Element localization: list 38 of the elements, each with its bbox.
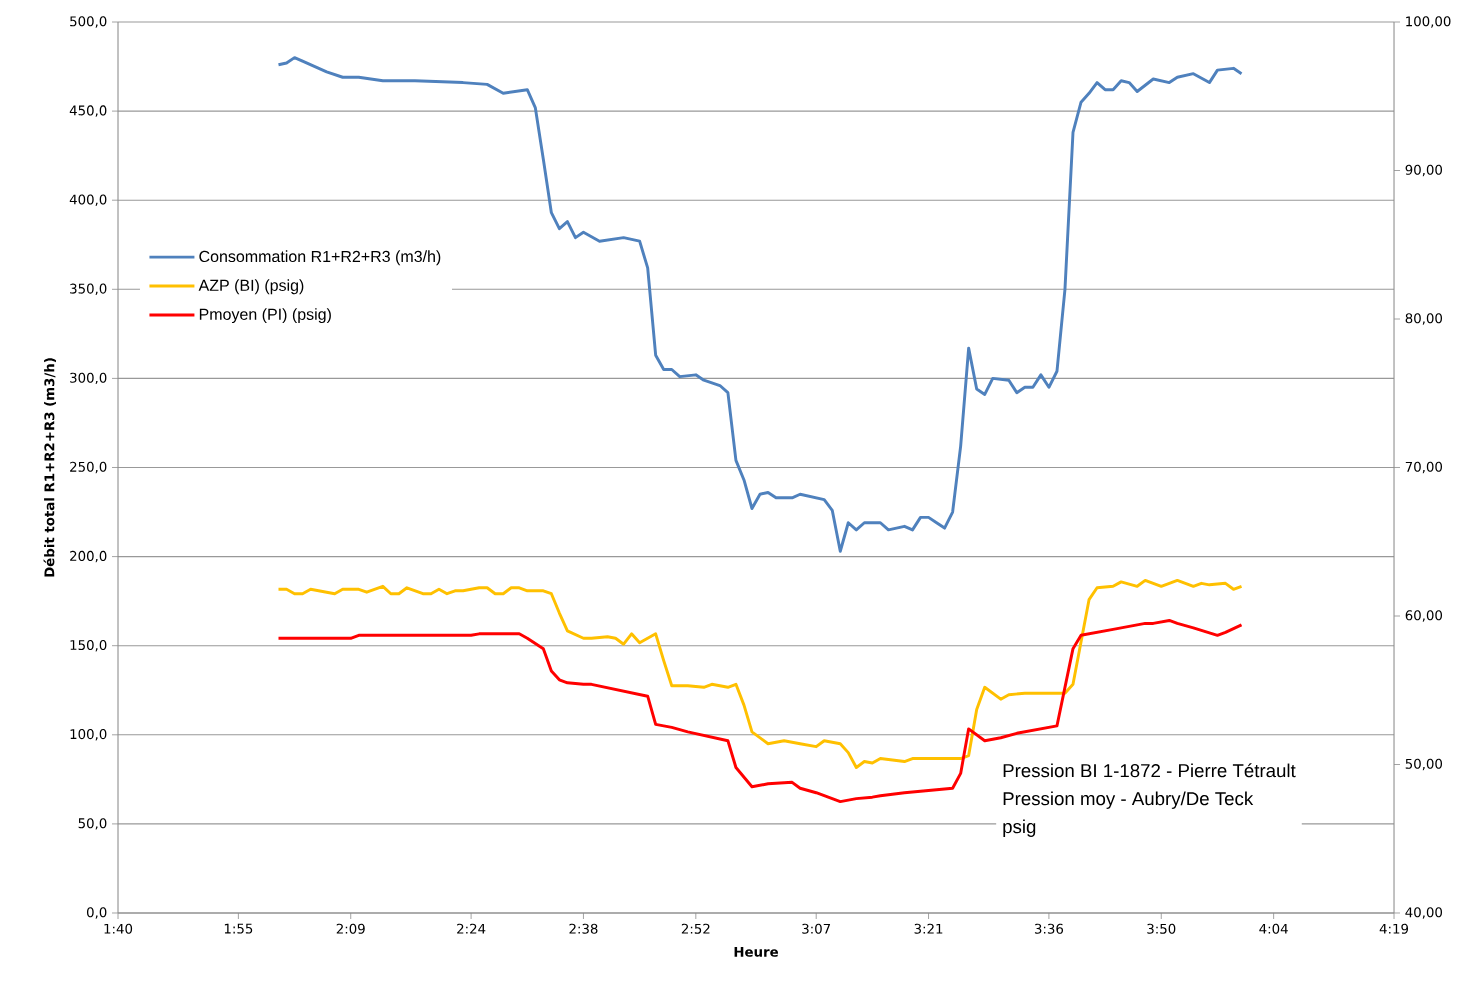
legend-label: Pmoyen (PI) (psig) (199, 308, 331, 324)
legend-label: AZP (BI) (psig) (198, 279, 304, 295)
y2-tick-label: 80,00 (1405, 313, 1443, 325)
y-tick-label: 350,0 (70, 283, 107, 296)
x-tick-label: 2:24 (457, 923, 486, 934)
x-tick-label: 4:19 (1379, 923, 1409, 934)
x-tick-label: 2:09 (336, 923, 365, 934)
y2-tick-label: 100,00 (1406, 16, 1451, 28)
y-tick-label: 500,0 (70, 16, 107, 28)
annotation: psig (1003, 819, 1036, 837)
x-tick-label: 1:55 (224, 923, 253, 934)
y2-tick-label: 60,00 (1405, 610, 1443, 622)
y-tick-label: 50,0 (78, 818, 107, 830)
x-tick-label: 3:50 (1147, 923, 1176, 934)
y-tick-label: 100,0 (70, 729, 107, 741)
y-tick-label: 450,0 (69, 105, 107, 117)
y-tick-label: 200,0 (70, 550, 107, 563)
x-tick-label: 4:04 (1259, 923, 1288, 934)
x-tick-label: 2:38 (569, 923, 598, 934)
y-tick-label: 0,0 (86, 907, 107, 919)
y2-tick-label: 70,00 (1405, 461, 1443, 474)
y2-tick-label: 90,00 (1405, 164, 1443, 177)
y-tick-label: 250,0 (70, 461, 107, 474)
y-tick-label: 150,0 (70, 639, 107, 652)
y-axis-title: Débit total R1+R2+R3 (m3/h) (43, 358, 56, 577)
y-tick-label: 400,0 (69, 194, 107, 206)
annotation: Pression moy - Aubry/De Teck (1003, 791, 1254, 809)
annotation: Pression BI 1-1872 - Pierre Tétrault (1003, 763, 1296, 778)
y2-tick-label: 50,00 (1405, 758, 1443, 771)
x-tick-label: 3:36 (1034, 923, 1064, 934)
y-tick-label: 300,0 (70, 372, 107, 385)
x-tick-label: 1:40 (104, 923, 133, 934)
x-axis-title: Heure (734, 946, 779, 957)
x-tick-label: 3:07 (802, 923, 831, 934)
y2-tick-label: 40,00 (1405, 907, 1443, 919)
legend-label: Consommation R1+R2+R3 (m3/h) (199, 250, 441, 266)
x-tick-label: 2:52 (681, 923, 710, 934)
x-tick-label: 3:21 (914, 923, 943, 934)
